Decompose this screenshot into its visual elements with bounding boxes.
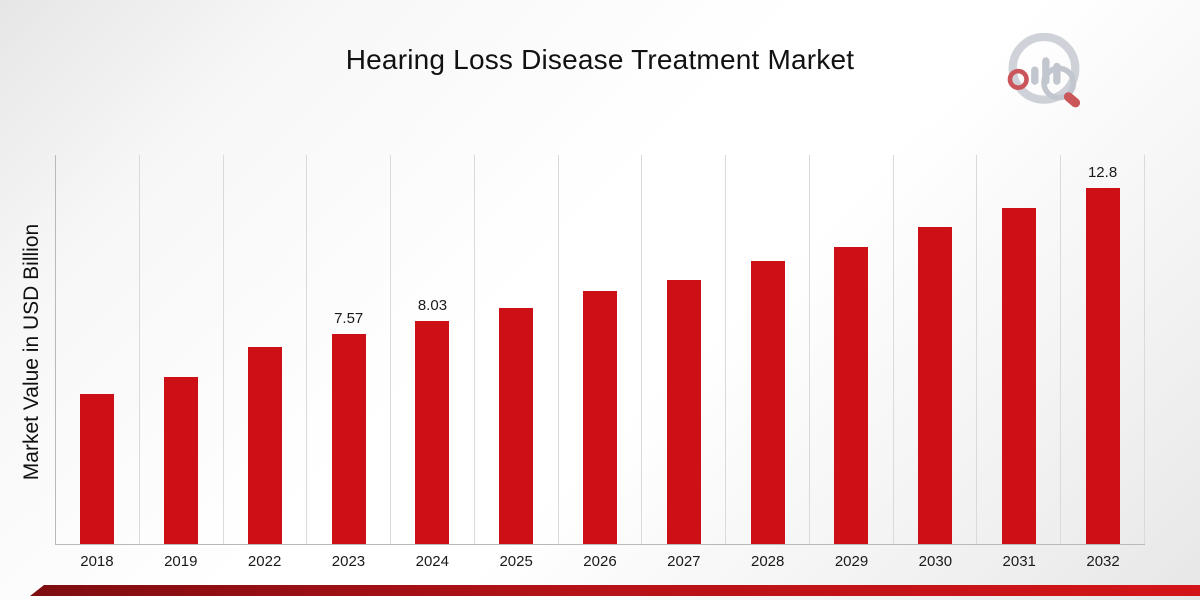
x-axis-ticks: 2018 2019 2022 2023 2024 2025 2026 2027 2028 2029… — [55, 553, 1145, 570]
x-tick-2027: 2027 — [667, 553, 701, 570]
brand-logo-icon — [998, 26, 1090, 118]
x-tick-2032: 2032 — [1086, 553, 1120, 570]
chart-column-2030 — [894, 155, 978, 544]
bar-2029 — [834, 246, 869, 544]
chart-column-2028 — [726, 155, 810, 544]
x-tick-2025: 2025 — [499, 553, 533, 570]
bar-2028 — [750, 260, 785, 544]
chart-column-2029 — [810, 155, 894, 544]
bar-2031 — [1001, 207, 1036, 544]
chart-column-2018 — [56, 155, 140, 544]
x-tick-2019: 2019 — [164, 553, 198, 570]
bar-2030 — [918, 227, 953, 544]
chart-column-2022 — [224, 155, 308, 544]
bar-2019 — [164, 377, 199, 544]
x-tick-2026: 2026 — [583, 553, 617, 570]
chart-column-2031 — [977, 155, 1062, 544]
x-tick-2029: 2029 — [834, 553, 869, 570]
x-tick-2031: 2031 — [1002, 553, 1036, 570]
x-tick-2024: 2024 — [415, 553, 449, 570]
bar-2024: 8.03 — [415, 297, 450, 544]
bar-2027 — [666, 280, 701, 544]
x-tick-2030: 2030 — [918, 553, 953, 570]
plot-area: 7.57 8.03 12.8 — [55, 155, 1145, 545]
chart-column-2025 — [475, 155, 559, 544]
bar-2018 — [80, 393, 115, 544]
bar-2023: 7.57 — [331, 310, 366, 544]
x-tick-2028: 2028 — [750, 553, 785, 570]
chart-column-2026 — [559, 155, 643, 544]
chart-column-2019 — [140, 155, 224, 544]
chart-column-2032: 12.8 — [1061, 155, 1145, 544]
bar-value-label-2023: 7.57 — [334, 309, 364, 327]
footer-accent-bar — [30, 585, 1200, 596]
chart-column-2027 — [642, 155, 727, 544]
bar-2026 — [582, 291, 617, 544]
bar-2032: 12.8 — [1085, 164, 1120, 544]
x-tick-2023: 2023 — [331, 553, 366, 570]
bar-2025 — [499, 307, 534, 544]
x-tick-2018: 2018 — [80, 553, 114, 570]
bar-2022 — [247, 346, 282, 544]
bar-value-label-2032: 12.8 — [1087, 164, 1118, 182]
y-axis-label: Market Value in USD Billion — [20, 223, 43, 481]
chart-column-2023: 7.57 — [307, 155, 392, 544]
chart-column-2024: 8.03 — [391, 155, 475, 544]
chart-title: Hearing Loss Disease Treatment Market — [345, 44, 855, 75]
x-tick-2022: 2022 — [247, 553, 282, 570]
bar-value-label-2024: 8.03 — [417, 296, 448, 314]
